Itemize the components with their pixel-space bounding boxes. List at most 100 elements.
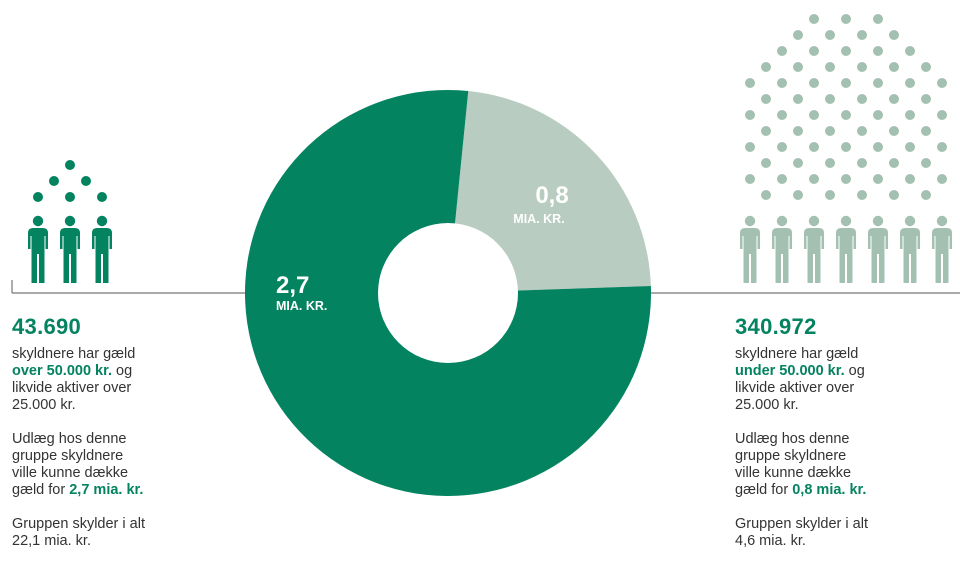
right-description: skyldnere har gæld under 50.000 kr. og l… <box>735 346 935 414</box>
dot <box>777 46 787 56</box>
dot <box>841 78 851 88</box>
dot <box>937 142 947 152</box>
right-line4: 25.000 kr. <box>735 397 799 413</box>
dot <box>825 30 835 40</box>
dot <box>793 190 803 200</box>
dot <box>841 46 851 56</box>
people-pictogram-large-group <box>740 14 952 283</box>
dot <box>825 126 835 136</box>
right-line1: skyldnere har gæld <box>735 346 859 362</box>
dot <box>873 78 883 88</box>
left-cover1: Udlæg hos denne <box>12 431 127 447</box>
left-threshold: over 50.000 kr. <box>12 363 112 379</box>
right-line2-suffix: og <box>844 363 865 379</box>
dot <box>65 192 75 202</box>
dot <box>825 62 835 72</box>
dot <box>777 142 787 152</box>
dot <box>745 174 755 184</box>
person-icon <box>28 215 48 283</box>
left-coverage: Udlæg hos denne gruppe skyldnere ville k… <box>12 431 212 499</box>
dot <box>905 142 915 152</box>
dot <box>889 190 899 200</box>
dot <box>921 190 931 200</box>
dot <box>905 46 915 56</box>
dot <box>937 110 947 120</box>
dot <box>777 110 787 120</box>
person-icon <box>60 215 80 283</box>
dot <box>857 126 867 136</box>
right-cover4: gæld for <box>735 482 793 498</box>
dot <box>825 190 835 200</box>
left-cover3: ville kunne dække <box>12 465 129 481</box>
left-cover-amount: 2,7 mia. kr. <box>69 482 144 498</box>
dot <box>793 30 803 40</box>
dot <box>49 176 59 186</box>
dot <box>857 30 867 40</box>
dot <box>857 62 867 72</box>
dot <box>65 160 75 170</box>
dot <box>745 110 755 120</box>
person-icon <box>900 215 920 283</box>
dot <box>793 94 803 104</box>
left-total: Gruppen skylder i alt 22,1 mia. kr. <box>12 516 212 550</box>
dot <box>905 110 915 120</box>
left-line2-suffix: og <box>111 363 133 379</box>
dot <box>889 62 899 72</box>
dot <box>889 126 899 136</box>
left-group-text: 43.690 skyldnere har gæld over 50.000 kr… <box>12 314 212 567</box>
donut-hole <box>378 223 518 363</box>
dot <box>745 142 755 152</box>
slice-label-unit-small: MIA. KR. <box>513 212 564 226</box>
dot <box>889 158 899 168</box>
dot <box>777 174 787 184</box>
dot <box>81 176 91 186</box>
dot <box>857 158 867 168</box>
dot <box>873 110 883 120</box>
dot <box>921 126 931 136</box>
right-cover-amount: 0,8 mia. kr. <box>792 482 867 498</box>
right-total1: Gruppen skylder i alt <box>735 516 868 532</box>
right-count: 340.972 <box>735 314 817 339</box>
dot <box>873 46 883 56</box>
dot <box>825 94 835 104</box>
dot <box>857 190 867 200</box>
dot <box>905 78 915 88</box>
dot <box>825 158 835 168</box>
right-cover2: gruppe skyldnere <box>735 448 847 464</box>
dot <box>761 158 771 168</box>
slice-label-value-small: 0,8 <box>535 182 568 209</box>
dot <box>873 142 883 152</box>
person-icon <box>804 215 824 283</box>
dot <box>841 174 851 184</box>
dot <box>809 174 819 184</box>
slice-label-value-large: 2,7 <box>276 272 309 299</box>
pie-slice-0 <box>448 91 651 293</box>
right-group-text: 340.972 skyldnere har gæld under 50.000 … <box>735 314 935 567</box>
right-cover3: ville kunne dække <box>735 465 852 481</box>
right-cover1: Udlæg hos denne <box>735 431 850 447</box>
dot <box>889 30 899 40</box>
left-total1: Gruppen skylder i alt <box>12 516 145 532</box>
left-cover4: gæld for <box>12 482 70 498</box>
dot <box>793 126 803 136</box>
people-pictogram-small-group <box>28 160 112 283</box>
left-count: 43.690 <box>12 314 82 339</box>
donut-chart <box>245 89 652 496</box>
dot <box>809 14 819 24</box>
left-cover2: gruppe skyldnere <box>12 448 124 464</box>
dot <box>937 174 947 184</box>
dot <box>841 142 851 152</box>
left-line4: 25.000 kr. <box>12 397 76 413</box>
dot <box>761 94 771 104</box>
right-threshold: under 50.000 kr. <box>735 363 845 379</box>
right-coverage: Udlæg hos denne gruppe skyldnere ville k… <box>735 431 935 499</box>
person-icon <box>92 215 112 283</box>
dot <box>745 78 755 88</box>
dot <box>809 78 819 88</box>
dot <box>793 158 803 168</box>
dot <box>889 94 899 104</box>
dot <box>809 142 819 152</box>
dot <box>97 192 107 202</box>
dot <box>921 94 931 104</box>
